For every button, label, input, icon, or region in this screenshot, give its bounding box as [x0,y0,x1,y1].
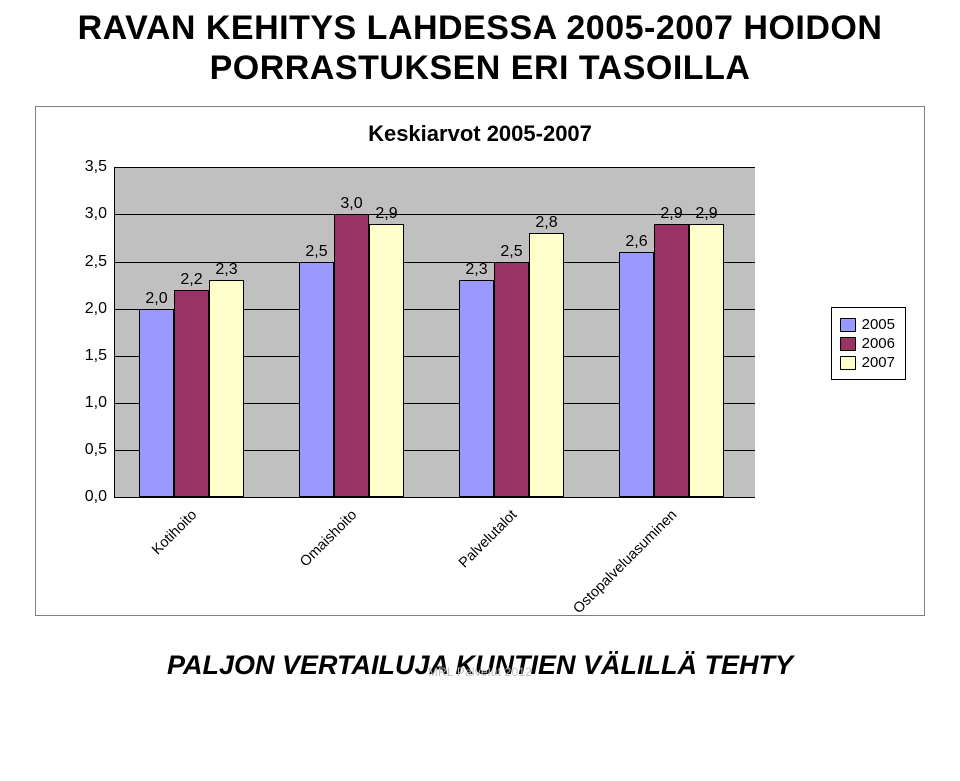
bar-value-label: 2,9 [660,205,682,223]
bar-value-label: 2,3 [465,261,487,279]
bar-value-label: 3,0 [340,195,362,213]
y-tick-label: 1,0 [85,394,107,412]
x-tick-label: Ostopalveluasuminen [570,507,680,617]
bar-group: 2,62,92,9 [605,167,765,497]
legend-swatch [840,337,856,351]
page-title: RAVAN KEHITYS LAHDESSA 2005-2007 HOIDON … [20,8,940,88]
bar-value-label: 2,9 [375,205,397,223]
legend-label: 2007 [862,354,895,371]
legend-label: 2006 [862,335,895,352]
legend: 2005 2006 2007 [831,307,906,380]
bar-value-label: 2,5 [305,243,327,261]
bar-value-label: 2,8 [535,214,557,232]
bar: 2,6 [619,252,654,497]
y-tick-label: 2,5 [85,253,107,271]
legend-item: 2007 [840,354,895,371]
title-line-1: RAVAN KEHITYS LAHDESSA 2005-2007 HOIDON [20,8,940,48]
y-tick-label: 0,0 [85,488,107,506]
bar: 2,5 [299,262,334,498]
bar: 2,8 [529,233,564,497]
x-axis-labels: KotihoitoOmaishoitoPalvelutalotOstopalve… [114,499,754,609]
bar-value-label: 2,6 [625,233,647,251]
chart-title: Keskiarvot 2005-2007 [36,121,924,147]
bar-group: 2,32,52,8 [445,167,605,497]
bar-value-label: 2,2 [180,271,202,289]
bar-value-label: 2,9 [695,205,717,223]
bar-value-label: 2,0 [145,290,167,308]
bar: 2,2 [174,290,209,497]
bar-group: 2,53,02,9 [285,167,445,497]
plot-area: 0,00,51,01,52,02,53,03,52,02,22,32,53,02… [114,167,755,498]
x-tick-label: Omaishoito [297,507,360,570]
bar: 2,9 [689,224,724,497]
bar: 3,0 [334,214,369,497]
page: RAVAN KEHITYS LAHDESSA 2005-2007 HOIDON … [0,0,960,781]
bar-value-label: 2,5 [500,243,522,261]
bar: 2,3 [209,280,244,497]
y-tick-label: 0,5 [85,441,107,459]
y-tick-label: 2,0 [85,300,107,318]
legend-swatch [840,318,856,332]
y-tick-label: 1,5 [85,347,107,365]
x-tick-label: Kotihoito [149,507,200,558]
title-line-2: PORRASTUKSEN ERI TASOILLA [20,48,940,88]
bar-value-label: 2,3 [215,261,237,279]
bar: 2,5 [494,262,529,498]
y-tick-label: 3,5 [85,158,107,176]
y-tick-label: 3,0 [85,205,107,223]
legend-label: 2005 [862,316,895,333]
legend-swatch [840,356,856,370]
legend-item: 2006 [840,335,895,352]
bar-group: 2,02,22,3 [125,167,285,497]
chart-container: Keskiarvot 2005-2007 0,00,51,01,52,02,53… [35,106,925,616]
bar: 2,0 [139,309,174,498]
footer-text: PALJON VERTAILUJA KUNTIEN VÄLILLÄ TEHTY … [20,650,940,681]
bar: 2,3 [459,280,494,497]
watermark: MRL Palvelut 2012 [428,665,532,679]
bar: 2,9 [654,224,689,497]
legend-item: 2005 [840,316,895,333]
bar: 2,9 [369,224,404,497]
x-tick-label: Palvelutalot [455,507,519,571]
